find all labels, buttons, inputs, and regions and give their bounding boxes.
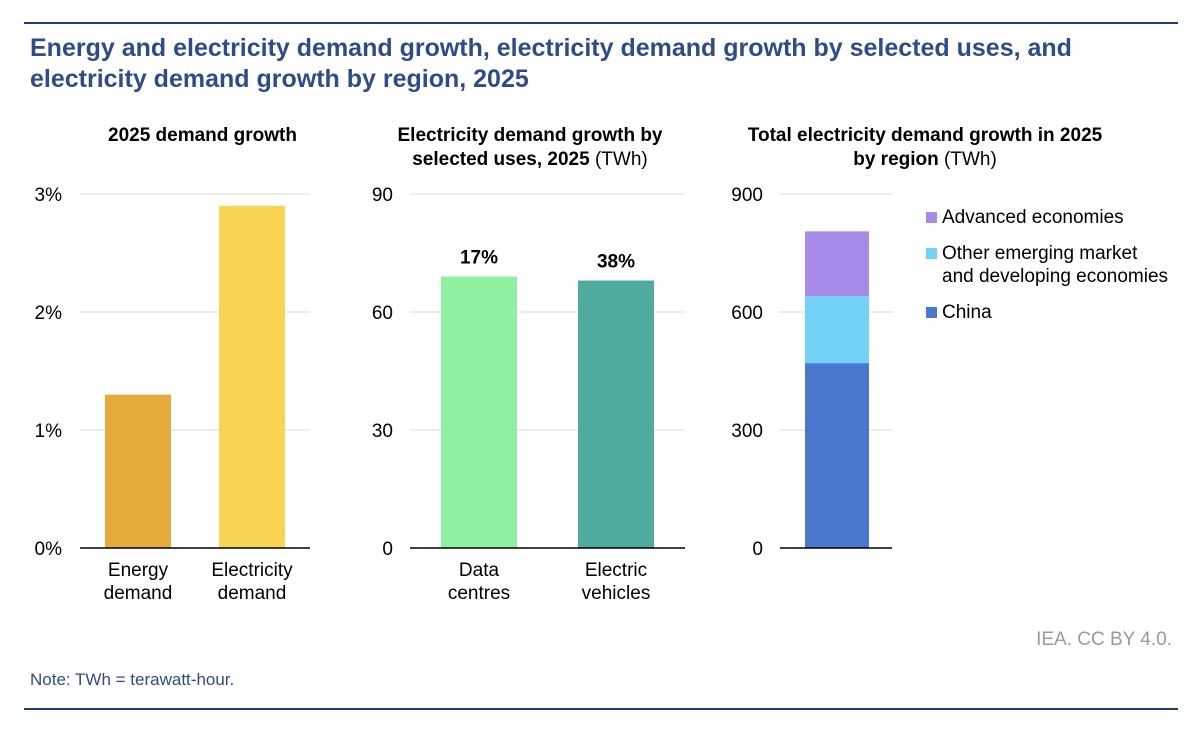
p2-ytick-label: 0 (382, 539, 393, 560)
page-title: Energy and electricity demand growth, el… (30, 34, 1072, 93)
legend-swatch-advanced (926, 212, 937, 223)
p2-bar (441, 276, 517, 548)
legend-label-advanced: Advanced economies (942, 207, 1124, 228)
region-legend: Advanced economies Other emerging market… (922, 206, 1172, 337)
p3-ytick-label: 300 (731, 421, 763, 442)
panel-3-title: Total electricity demand growth in 2025 … (735, 124, 1115, 172)
p1-ytick-label: 0% (35, 539, 63, 560)
p3-ytick-label: 900 (731, 185, 763, 206)
p2-ytick-label: 90 (372, 185, 393, 206)
legend-item-advanced: Advanced economies (922, 206, 1172, 229)
p2-bar (578, 280, 654, 548)
p2-data-label: 38% (597, 252, 635, 273)
top-rule (24, 22, 1178, 24)
p1-ytick-label: 1% (35, 421, 63, 442)
legend-swatch-other-emde (926, 248, 937, 259)
legend-label-other-emde: Other emerging market and developing eco… (942, 243, 1169, 287)
panel-2-title: Electricity demand growth by selected us… (360, 124, 700, 172)
p1-category-label: Energy demand (104, 560, 173, 604)
p2-data-label: 17% (460, 248, 498, 269)
legend-swatch-china (926, 307, 937, 318)
p2-category-label: Electric vehicles (582, 560, 651, 604)
p1-category-label: Electricity demand (211, 560, 293, 604)
panel-3-title-text: Total electricity demand growth in 2025 … (747, 125, 1103, 170)
legend-label-china: China (942, 302, 992, 323)
panel-2-unit: (TWh) (594, 149, 648, 170)
panel-3-unit: (TWh) (944, 149, 997, 170)
p3-ytick-label: 0 (752, 539, 763, 560)
footnote: Note: TWh = terawatt-hour. (30, 670, 235, 689)
p2-ytick-label: 30 (372, 421, 393, 442)
p1-bar (219, 205, 285, 549)
source-credit: IEA. CC BY 4.0. (1036, 629, 1172, 650)
panel-1-title: 2025 demand growth (70, 124, 335, 148)
legend-item-china: China (922, 301, 1172, 324)
p3-ytick-label: 600 (731, 303, 763, 324)
bottom-rule (24, 708, 1178, 710)
p3-bar-segment (805, 296, 869, 364)
p1-ytick-label: 2% (35, 303, 63, 324)
legend-item-other-emde: Other emerging market and developing eco… (922, 242, 1172, 288)
panel-2-title-text: Electricity demand growth by selected us… (397, 125, 663, 170)
panel-1-title-text: 2025 demand growth (108, 125, 297, 146)
p2-category-label: Data centres (448, 560, 510, 604)
p1-bar (105, 394, 171, 548)
p1-ytick-label: 3% (35, 185, 63, 206)
p3-bar-segment (805, 363, 869, 548)
p2-ytick-label: 60 (372, 303, 393, 324)
p3-bar-segment (805, 231, 869, 297)
